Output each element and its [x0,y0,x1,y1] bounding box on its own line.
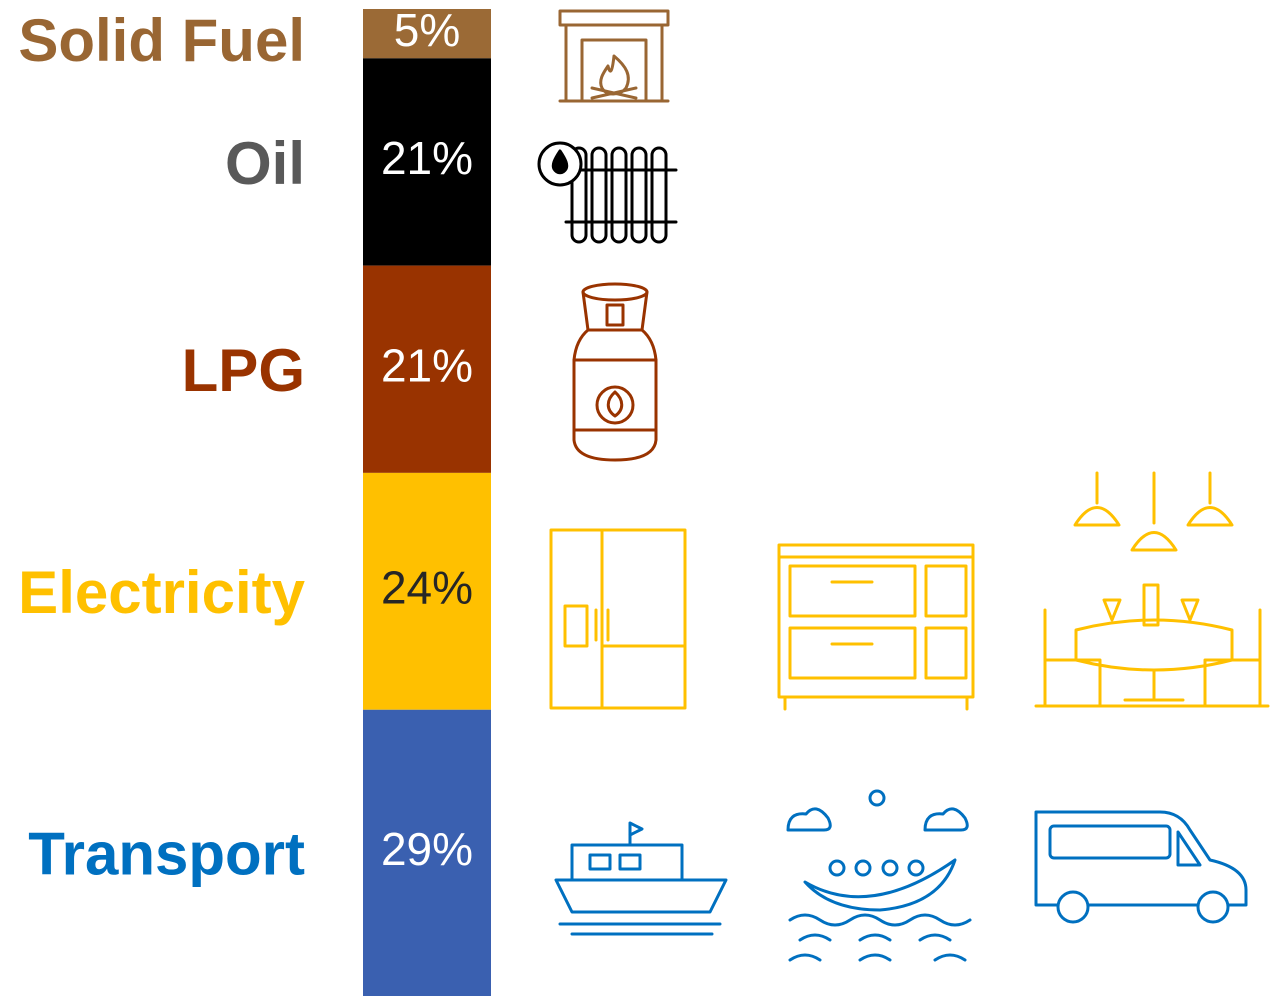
gas-cylinder-icon [572,282,658,462]
value-label: 5% [394,4,460,56]
radiator-icon [537,141,678,244]
stacked-bar: 5% Solid Fuel 21% Oil 21% LPG 24% Electricity 29… [18,4,491,996]
category-label: Oil [225,130,305,197]
bar-segment [363,265,491,473]
value-label: 21% [381,132,473,184]
category-label: Electricity [18,559,305,626]
value-label: 29% [381,823,473,875]
category-label: LPG [182,337,305,404]
fireplace-icon [558,9,670,103]
dining-icon [1034,471,1270,708]
bar-segment [363,709,491,996]
bar-segment [363,472,491,710]
category-label: Solid Fuel [18,7,305,74]
gondola-icon [786,789,972,962]
value-label: 24% [381,561,473,613]
cabinet-icon [777,543,975,711]
fridge-icon [549,528,687,710]
bar-segment [363,9,491,59]
category-label: Transport [28,821,305,888]
value-label: 21% [381,339,473,391]
bar-segment [363,58,491,266]
van-icon [1034,810,1248,924]
boat-icon [554,821,728,936]
